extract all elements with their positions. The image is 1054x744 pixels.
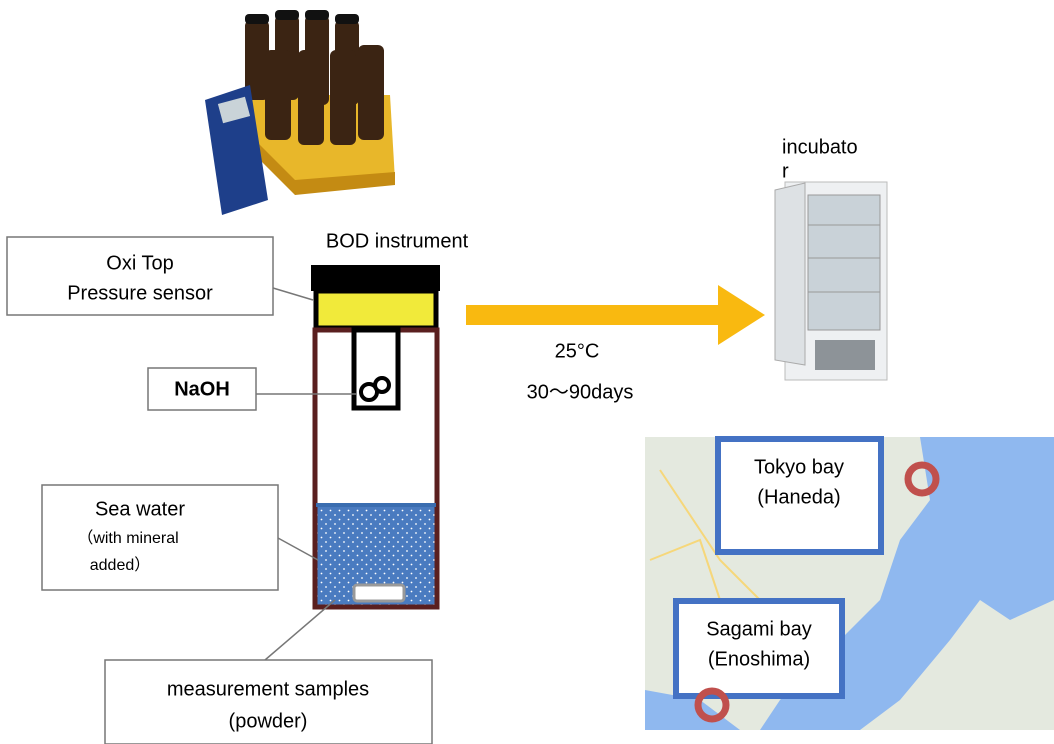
instrument-photo [205,10,395,215]
condition-label: 30～90days [527,381,634,403]
diagram: BOD instrument Oxi Top Pressure sensor N… [0,0,1054,744]
incubator-label: r [782,160,789,182]
condition-label: 25°C [555,340,600,362]
map [645,437,1054,730]
sea-water-note: added） [90,556,151,574]
site-place: (Haneda) [757,486,840,508]
sea-water-note: （with mineral [77,529,178,547]
instrument-label: BOD instrument [326,230,469,252]
naoh-label: NaOH [174,378,230,400]
incubator-label: incubato [782,136,858,158]
incubator-photo [775,182,887,380]
sensor-label: Pressure sensor [67,282,213,304]
samples-label: (powder) [229,710,308,732]
sensor-label: Oxi Top [106,252,173,274]
sea-water-label: Sea water [95,498,185,520]
bod-bottle [311,265,440,607]
site-name: Sagami bay [706,618,812,640]
arrow [466,285,765,345]
site-place: (Enoshima) [708,648,810,670]
samples-label: measurement samples [167,678,369,700]
site-name: Tokyo bay [754,456,844,478]
